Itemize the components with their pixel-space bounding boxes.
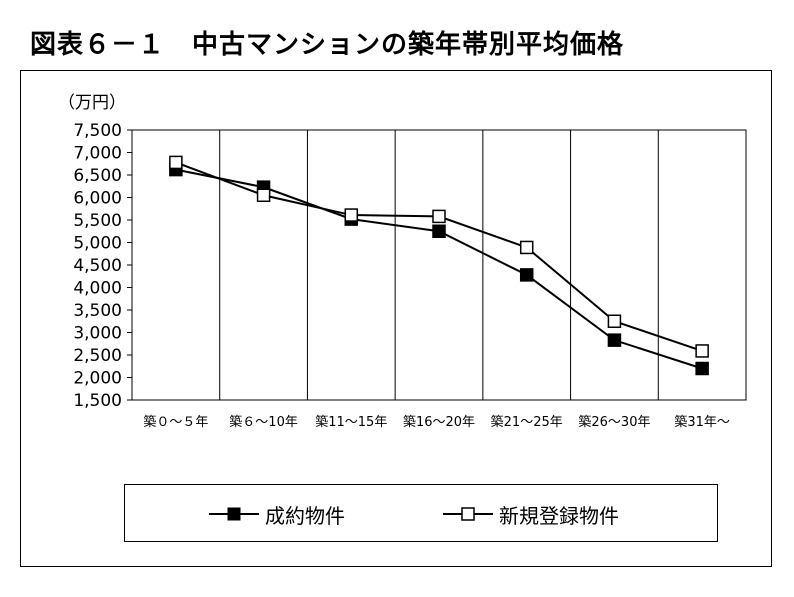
series-new-listing: [169, 155, 709, 358]
y-tick-label: 2,500: [73, 346, 122, 366]
y-tick-label: 6,500: [73, 166, 122, 186]
chart-frame: [20, 70, 772, 567]
legend-swatch-open-square: [443, 507, 493, 521]
data-point: [432, 209, 446, 224]
data-point: [432, 224, 446, 238]
x-tick-label: 築６～10年: [229, 415, 298, 430]
y-tick-label: 4,000: [73, 279, 122, 299]
x-tick-label: 築16～20年: [403, 415, 475, 430]
series-lines: [169, 155, 709, 376]
data-point: [344, 208, 359, 222]
data-point: [695, 344, 709, 358]
legend-label-new-listing: 新規登録物件: [499, 503, 619, 528]
y-tick-label: 2,000: [73, 369, 122, 389]
data-point: [519, 268, 534, 282]
y-tick-label: 5,500: [73, 211, 122, 231]
legend-label-contract: 成約物件: [265, 503, 345, 528]
x-tick-label: 築21～25年: [491, 415, 563, 430]
x-tick-label: 築26～30年: [578, 415, 650, 430]
y-tick-label: 3,000: [73, 324, 122, 344]
y-tick-label: 4,500: [73, 256, 122, 276]
plot-area: [131, 129, 747, 401]
y-axis-unit-label: （万円）: [58, 93, 126, 113]
x-tick-label: 築０～５年: [143, 415, 208, 430]
data-point: [607, 333, 622, 347]
y-tick-label: 7,500: [73, 121, 122, 141]
data-point: [519, 240, 534, 255]
y-tick-label: 5,000: [73, 234, 122, 254]
figure-title: 図表６－１ 中古マンションの築年帯別平均価格: [30, 30, 625, 60]
x-tick-label: 築31年～: [674, 415, 730, 430]
data-point: [169, 155, 183, 170]
series-contract: [169, 162, 709, 376]
data-point: [256, 188, 271, 202]
data-point: [695, 361, 709, 376]
legend: 成約物件 新規登録物件: [124, 484, 718, 542]
y-tick-label: 3,500: [73, 301, 122, 321]
series-line: [175, 161, 703, 352]
y-tick-label: 6,000: [73, 189, 122, 209]
x-axis-ticks: 築０～５年 築６～10年 築11～15年 築16～20年 築21～25年 築26～30年 築…: [143, 415, 730, 430]
y-tick-label: 7,000: [73, 144, 122, 164]
series-line: [175, 168, 703, 370]
y-tick-label: 1,500: [73, 391, 122, 411]
legend-item-new-listing: 新規登録物件: [443, 502, 619, 528]
legend-swatch-filled-square: [209, 507, 259, 521]
x-tick-label: 築11～15年: [315, 415, 387, 430]
legend-item-contract: 成約物件: [209, 502, 345, 528]
grid-lines: [219, 130, 659, 400]
data-point: [607, 314, 622, 328]
